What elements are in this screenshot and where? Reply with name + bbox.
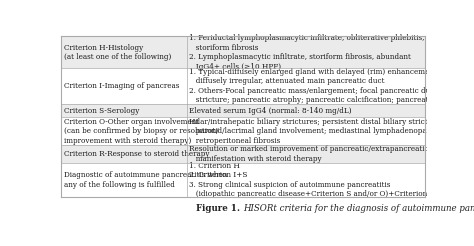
Text: Elevated serum IgG4 (normal: 8-140 mg/dL): Elevated serum IgG4 (normal: 8-140 mg/dL… <box>190 107 352 115</box>
Text: Hilar/intrahepatic biliary strictures; persistent distal biliary stricture;
   p: Hilar/intrahepatic biliary strictures; p… <box>190 118 443 144</box>
Text: Figure 1.: Figure 1. <box>196 204 243 213</box>
Text: 1. Criterion H
2. Criterion I+S
3. Strong clinical suspicion of autoimmune pancr: 1. Criterion H 2. Criterion I+S 3. Stron… <box>190 162 436 199</box>
Bar <box>61 104 187 117</box>
Text: Criterion S-Serology: Criterion S-Serology <box>64 107 139 115</box>
Bar <box>61 117 187 145</box>
Bar <box>187 104 425 117</box>
Text: Criterion O-Other organ involvement
(can be confirmed by biopsy or resolution/
i: Criterion O-Other organ involvement (can… <box>64 118 219 144</box>
Text: Criterion R-Response to steroid therapy: Criterion R-Response to steroid therapy <box>64 150 210 158</box>
Text: Criterion H-Histology
(at least one of the following): Criterion H-Histology (at least one of t… <box>64 44 172 61</box>
Bar <box>187 117 425 145</box>
Text: 1. Periductal lymphoplasmacytic infiltrate, obliterative phlebitis,
   storiform: 1. Periductal lymphoplasmacytic infiltra… <box>190 34 425 71</box>
Bar <box>187 36 425 68</box>
Bar <box>61 36 187 68</box>
Bar <box>187 145 425 163</box>
Bar <box>187 163 425 197</box>
Bar <box>61 145 187 163</box>
Bar <box>187 68 425 104</box>
Bar <box>61 163 187 197</box>
Text: 1. Typical-diffusely enlarged gland with delayed (rim) enhancement;
   diffusely: 1. Typical-diffusely enlarged gland with… <box>190 68 440 105</box>
Text: Resolution or marked improvement of pancreatic/extrapancreatic
   manifestation : Resolution or marked improvement of panc… <box>190 145 429 163</box>
Bar <box>61 68 187 104</box>
Text: HISORt criteria for the diagnosis of autoimmune pancreatitis: HISORt criteria for the diagnosis of aut… <box>243 204 474 213</box>
Text: Diagnostic of autoimmune pancreatitis when
any of the following is fulfilled: Diagnostic of autoimmune pancreatitis wh… <box>64 171 227 189</box>
Text: Criterion I-Imaging of pancreas: Criterion I-Imaging of pancreas <box>64 82 179 90</box>
